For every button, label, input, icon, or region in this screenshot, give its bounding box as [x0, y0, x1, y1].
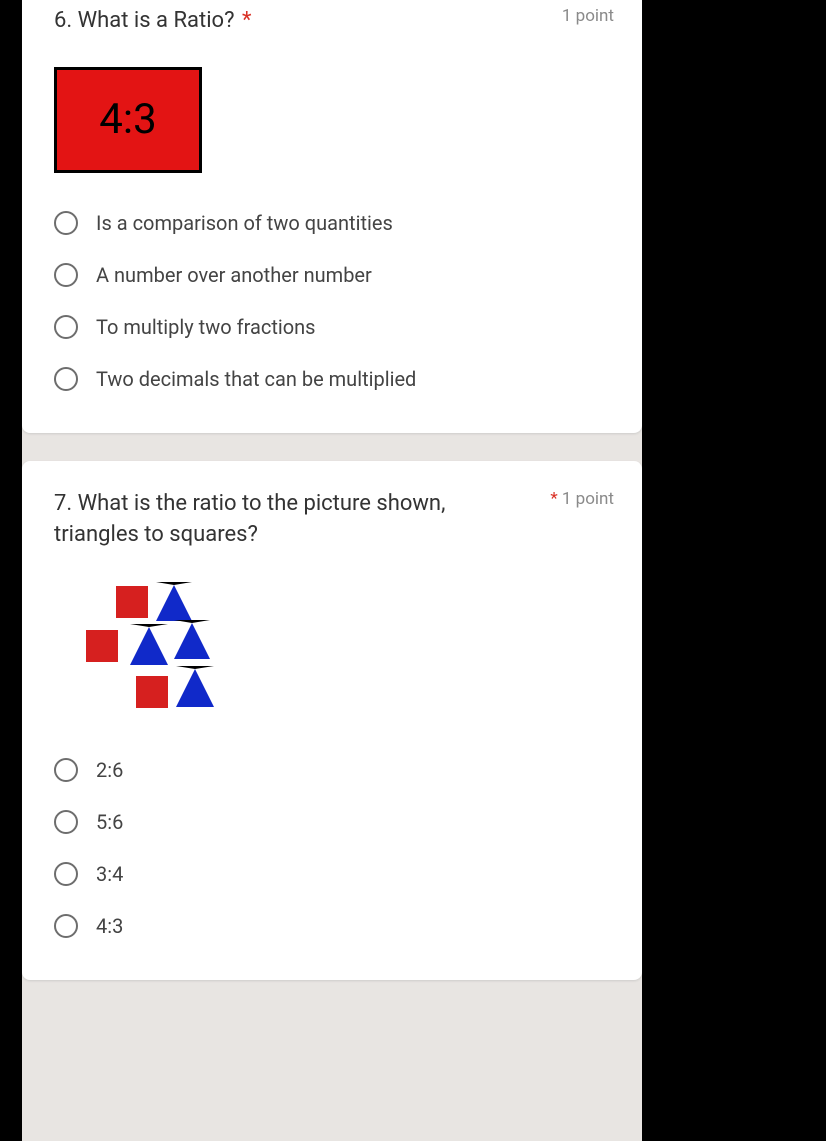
- option-row[interactable]: 3:4: [54, 848, 614, 900]
- option-row[interactable]: Is a comparison of two quantities: [54, 197, 614, 249]
- question-card-7: 7. What is the ratio to the picture show…: [22, 461, 642, 981]
- option-label: 5:6: [96, 810, 123, 834]
- required-asterisk: *: [242, 8, 251, 33]
- square-shape: [116, 586, 148, 618]
- square-shape: [136, 676, 168, 708]
- question-number: 7.: [54, 491, 72, 516]
- square-shape: [86, 630, 118, 662]
- options-group-q6: Is a comparison of two quantities A numb…: [54, 197, 614, 405]
- required-asterisk: *: [550, 489, 557, 509]
- option-row[interactable]: 4:3: [54, 900, 614, 952]
- radio-icon[interactable]: [54, 211, 78, 235]
- points-label: * 1 point: [550, 489, 614, 509]
- points-label: 1 point: [562, 6, 614, 26]
- question-title: 6. What is a Ratio? *: [54, 6, 251, 37]
- option-label: Two decimals that can be multiplied: [96, 367, 416, 391]
- question-card-6: 6. What is a Ratio? * 1 point 4:3 Is a c…: [22, 0, 642, 433]
- option-label: 2:6: [96, 758, 123, 782]
- option-row[interactable]: A number over another number: [54, 249, 614, 301]
- triangle-shape: [176, 666, 214, 707]
- question-header: 7. What is the ratio to the picture show…: [54, 489, 614, 551]
- ratio-text: 4:3: [99, 95, 156, 144]
- option-label: To multiply two fractions: [96, 315, 316, 339]
- radio-icon[interactable]: [54, 862, 78, 886]
- radio-icon[interactable]: [54, 315, 78, 339]
- question-number: 6.: [54, 8, 72, 33]
- question-text: What is the ratio to the picture shown, …: [54, 491, 445, 547]
- triangle-shape: [156, 582, 192, 621]
- triangle-shape: [130, 624, 168, 665]
- option-row[interactable]: 2:6: [54, 744, 614, 796]
- shapes-diagram: [82, 580, 262, 730]
- option-label: 4:3: [96, 914, 123, 938]
- options-group-q7: 2:6 5:6 3:4 4:3: [54, 744, 614, 952]
- question-text: What is a Ratio?: [78, 8, 235, 33]
- radio-icon[interactable]: [54, 367, 78, 391]
- option-label: A number over another number: [96, 263, 372, 287]
- question-title: 7. What is the ratio to the picture show…: [54, 489, 454, 551]
- radio-icon[interactable]: [54, 810, 78, 834]
- radio-icon[interactable]: [54, 263, 78, 287]
- question-header: 6. What is a Ratio? * 1 point: [54, 6, 614, 37]
- points-text: 1 point: [562, 489, 614, 509]
- option-row[interactable]: To multiply two fractions: [54, 301, 614, 353]
- form-container: 6. What is a Ratio? * 1 point 4:3 Is a c…: [22, 0, 642, 1141]
- option-row[interactable]: 5:6: [54, 796, 614, 848]
- triangle-shape: [174, 620, 210, 659]
- option-label: Is a comparison of two quantities: [96, 211, 393, 235]
- option-row[interactable]: Two decimals that can be multiplied: [54, 353, 614, 405]
- option-label: 3:4: [96, 862, 123, 886]
- radio-icon[interactable]: [54, 914, 78, 938]
- radio-icon[interactable]: [54, 758, 78, 782]
- ratio-image-box: 4:3: [54, 67, 202, 173]
